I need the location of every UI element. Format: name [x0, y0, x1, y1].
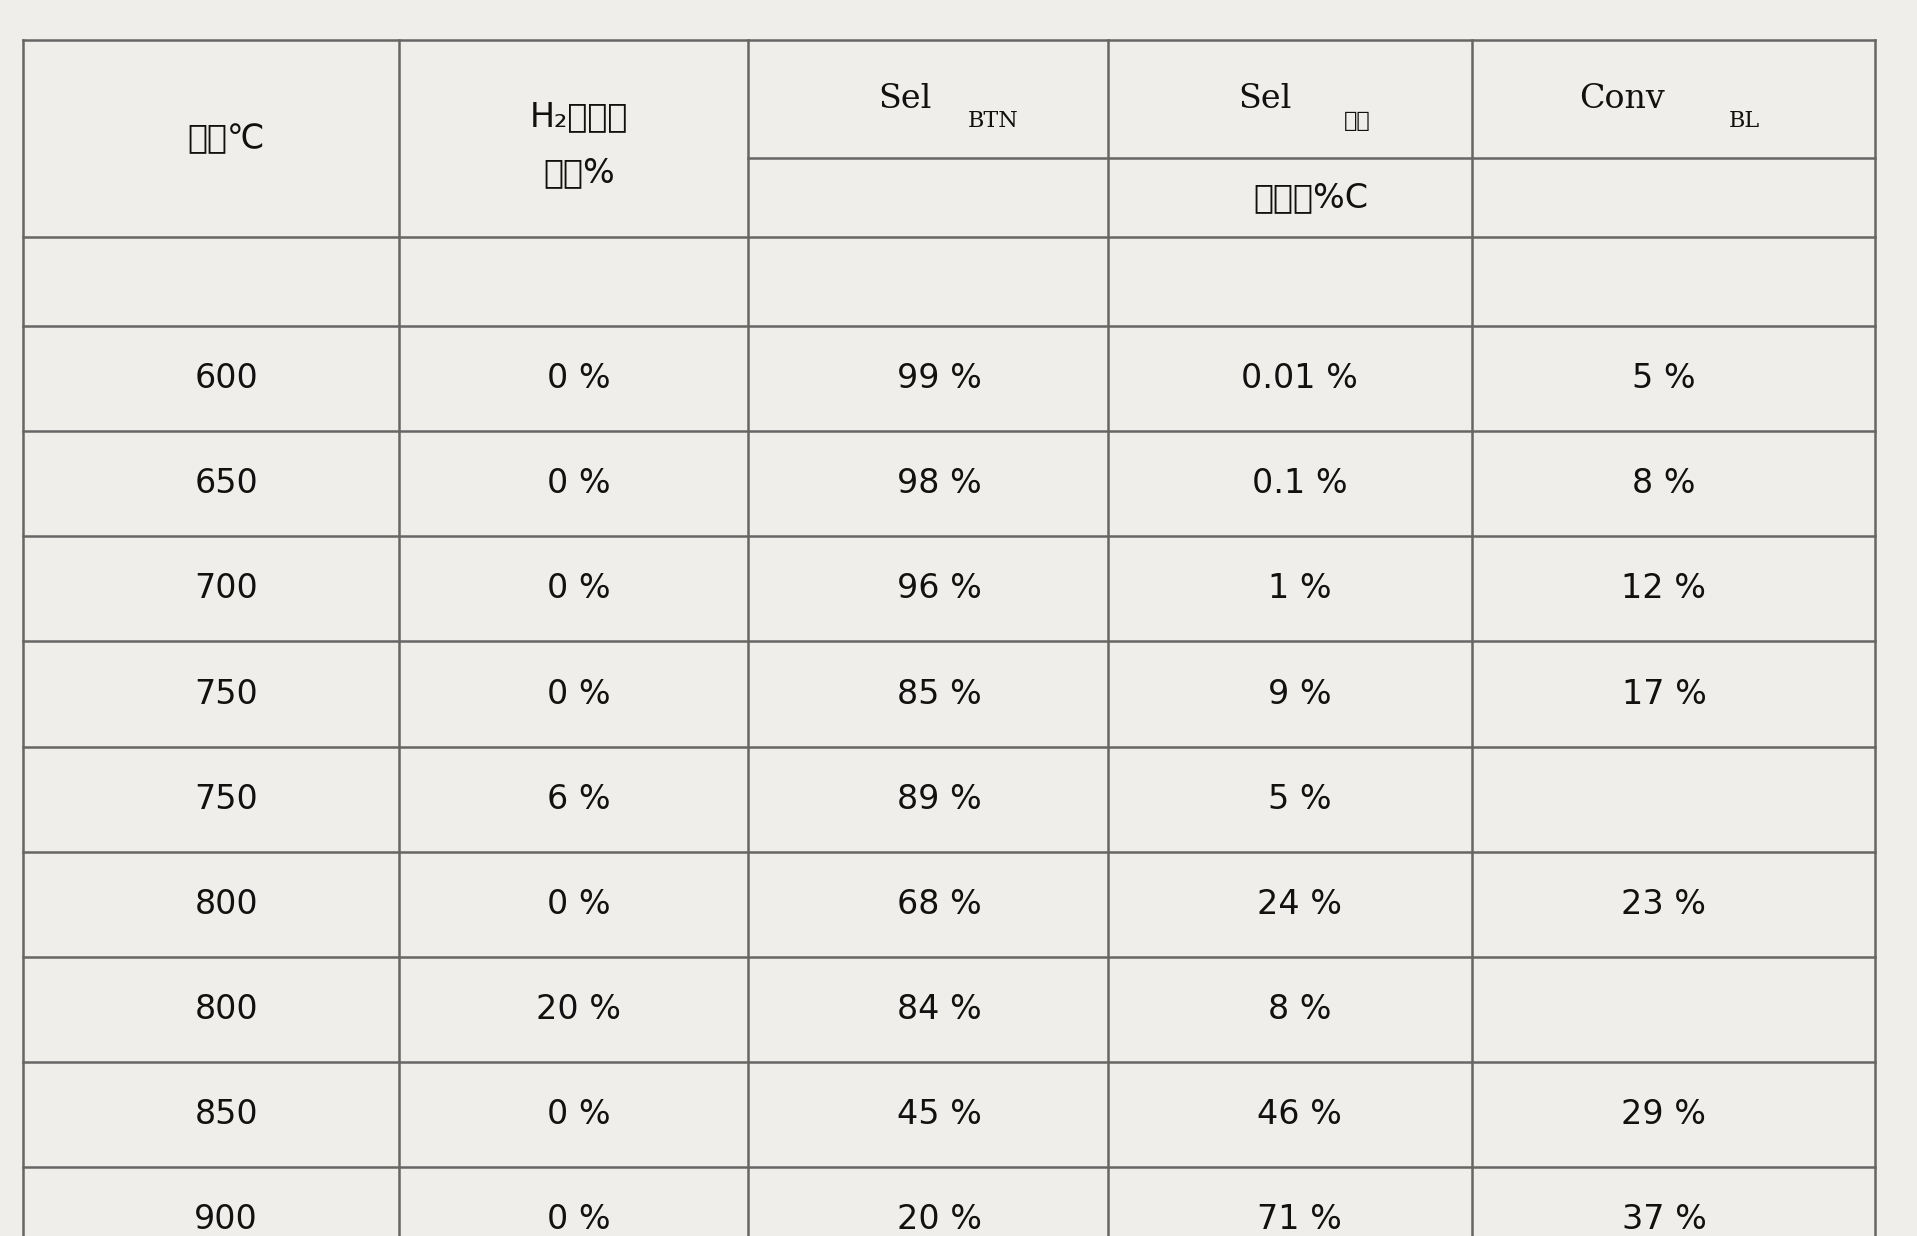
Text: 750: 750 [194, 782, 259, 816]
Text: 750: 750 [194, 677, 259, 711]
Text: 进料的%C: 进料的%C [1254, 182, 1369, 214]
Text: 17 %: 17 % [1622, 677, 1706, 711]
Text: 6 %: 6 % [546, 782, 612, 816]
Text: 45 %: 45 % [897, 1098, 982, 1131]
Text: 700: 700 [194, 572, 259, 606]
Text: 0 %: 0 % [546, 1098, 612, 1131]
Text: 0 %: 0 % [546, 1203, 612, 1236]
Text: 12 %: 12 % [1622, 572, 1706, 606]
Text: 1 %: 1 % [1267, 572, 1332, 606]
Text: H₂共进料: H₂共进料 [529, 100, 629, 132]
Text: 0.1 %: 0.1 % [1252, 467, 1348, 501]
Text: 650: 650 [194, 467, 259, 501]
Text: 900: 900 [194, 1203, 259, 1236]
Text: 84 %: 84 % [897, 993, 982, 1026]
Text: 20 %: 20 % [897, 1203, 982, 1236]
Text: 0 %: 0 % [546, 887, 612, 921]
Text: 0 %: 0 % [546, 467, 612, 501]
Text: Conv: Conv [1580, 83, 1664, 115]
Text: 37 %: 37 % [1622, 1203, 1706, 1236]
Text: 0 %: 0 % [546, 362, 612, 396]
Text: 71 %: 71 % [1258, 1203, 1342, 1236]
Text: Sel: Sel [1238, 83, 1292, 115]
Text: BL: BL [1729, 110, 1760, 132]
Text: 23 %: 23 % [1622, 887, 1706, 921]
Text: 98 %: 98 % [897, 467, 982, 501]
Text: Sel: Sel [878, 83, 932, 115]
Text: 46 %: 46 % [1258, 1098, 1342, 1131]
Text: 8 %: 8 % [1267, 993, 1332, 1026]
Text: 29 %: 29 % [1622, 1098, 1706, 1131]
Text: 0 %: 0 % [546, 572, 612, 606]
Text: 96 %: 96 % [897, 572, 982, 606]
Text: 800: 800 [194, 993, 259, 1026]
Text: 0 %: 0 % [546, 677, 612, 711]
Text: 温度℃: 温度℃ [188, 122, 265, 154]
Text: 摩尔%: 摩尔% [543, 157, 615, 189]
Text: 20 %: 20 % [537, 993, 621, 1026]
Text: 850: 850 [194, 1098, 259, 1131]
Text: 68 %: 68 % [897, 887, 982, 921]
Text: 24 %: 24 % [1258, 887, 1342, 921]
Text: 89 %: 89 % [897, 782, 982, 816]
Text: 0.01 %: 0.01 % [1242, 362, 1357, 396]
Text: BTN: BTN [968, 110, 1018, 132]
Text: 5 %: 5 % [1267, 782, 1332, 816]
Text: 99 %: 99 % [897, 362, 982, 396]
Text: 85 %: 85 % [897, 677, 982, 711]
Text: 600: 600 [194, 362, 259, 396]
Text: 9 %: 9 % [1267, 677, 1332, 711]
Text: 5 %: 5 % [1631, 362, 1697, 396]
Text: 8 %: 8 % [1631, 467, 1697, 501]
Text: 800: 800 [194, 887, 259, 921]
Text: 焦炭: 焦炭 [1344, 111, 1371, 131]
